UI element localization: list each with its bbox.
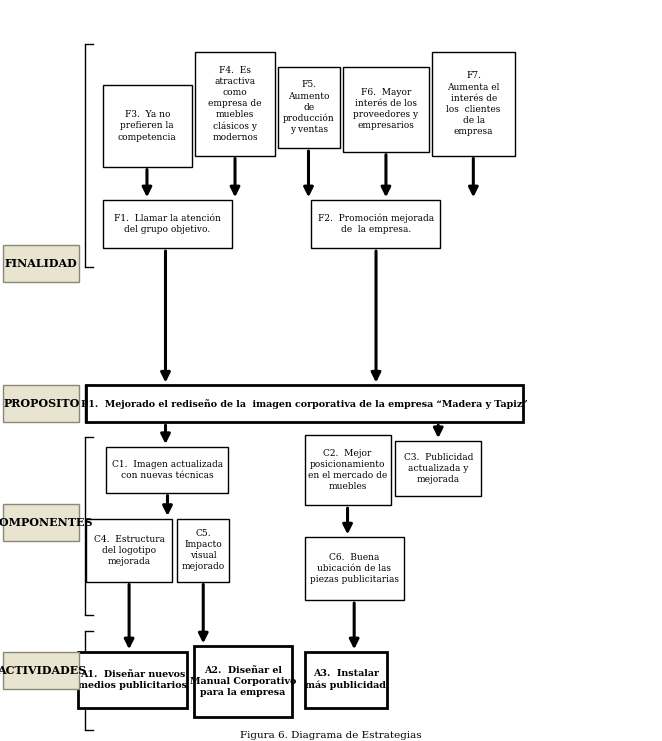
FancyBboxPatch shape xyxy=(177,519,229,582)
Text: F2.  Promoción mejorada
de  la empresa.: F2. Promoción mejorada de la empresa. xyxy=(318,214,434,234)
FancyBboxPatch shape xyxy=(278,67,340,148)
Text: COMPONENTES: COMPONENTES xyxy=(0,517,93,528)
FancyBboxPatch shape xyxy=(395,441,481,496)
FancyBboxPatch shape xyxy=(3,652,79,689)
FancyBboxPatch shape xyxy=(3,385,79,422)
FancyBboxPatch shape xyxy=(305,537,404,600)
Text: PROPOSITO: PROPOSITO xyxy=(3,399,79,409)
Text: C5.
Impacto
visual
mejorado: C5. Impacto visual mejorado xyxy=(181,529,225,571)
Text: F4.  Es
atractiva
como
empresa de
muebles
clásicos y
modernos: F4. Es atractiva como empresa de muebles… xyxy=(209,66,261,142)
Text: FINALIDAD: FINALIDAD xyxy=(5,258,77,268)
FancyBboxPatch shape xyxy=(3,245,79,282)
FancyBboxPatch shape xyxy=(195,52,275,156)
FancyBboxPatch shape xyxy=(106,447,228,493)
Text: F7.
Aumenta el
interés de
los  clientes
de la
empresa: F7. Aumenta el interés de los clientes d… xyxy=(446,71,501,136)
Text: F6.  Mayor
interés de los
proveedores y
empresarios: F6. Mayor interés de los proveedores y e… xyxy=(354,88,418,130)
Text: F1.  Llamar la atención
del grupo objetivo.: F1. Llamar la atención del grupo objetiv… xyxy=(114,214,220,234)
Text: Figura 6. Diagrama de Estrategias: Figura 6. Diagrama de Estrategias xyxy=(240,731,422,740)
FancyBboxPatch shape xyxy=(194,646,292,717)
FancyBboxPatch shape xyxy=(305,435,391,505)
FancyBboxPatch shape xyxy=(432,52,515,156)
FancyBboxPatch shape xyxy=(343,67,429,152)
FancyBboxPatch shape xyxy=(311,200,440,248)
Text: C6.  Buena
ubicación de las
piezas publicitarias: C6. Buena ubicación de las piezas public… xyxy=(310,553,399,585)
Text: ACTIVIDADES: ACTIVIDADES xyxy=(0,665,86,676)
FancyBboxPatch shape xyxy=(78,652,187,708)
FancyBboxPatch shape xyxy=(3,504,79,541)
FancyBboxPatch shape xyxy=(305,652,387,708)
Text: F5.
Aumento
de
producción
y ventas: F5. Aumento de producción y ventas xyxy=(283,81,335,134)
Text: C1.  Imagen actualizada
con nuevas técnicas: C1. Imagen actualizada con nuevas técnic… xyxy=(112,459,222,480)
Text: A1.  Diseñar nuevos
medios publicitarios: A1. Diseñar nuevos medios publicitarios xyxy=(78,670,187,690)
Text: C2.  Mejor
posicionamiento
en el mercado de
muebles: C2. Mejor posicionamiento en el mercado … xyxy=(308,449,387,491)
Text: A3.  Instalar
más publicidad: A3. Instalar más publicidad xyxy=(305,669,387,691)
Text: F3.  Ya no
prefieren la
competencia: F3. Ya no prefieren la competencia xyxy=(118,110,177,142)
Text: C3.  Publicidad
actualizada y
mejorada: C3. Publicidad actualizada y mejorada xyxy=(404,453,473,485)
FancyBboxPatch shape xyxy=(103,85,192,167)
Text: A2.  Diseñar el
Manual Corporativo
para la empresa: A2. Diseñar el Manual Corporativo para l… xyxy=(190,665,296,697)
Text: P1.  Mejorado el rediseño de la  imagen corporativa de la empresa “Madera y Tapi: P1. Mejorado el rediseño de la imagen co… xyxy=(81,399,528,409)
FancyBboxPatch shape xyxy=(86,385,523,422)
Text: C4.  Estructura
del logotipo
mejorada: C4. Estructura del logotipo mejorada xyxy=(93,534,165,566)
FancyBboxPatch shape xyxy=(86,519,172,582)
FancyBboxPatch shape xyxy=(103,200,232,248)
